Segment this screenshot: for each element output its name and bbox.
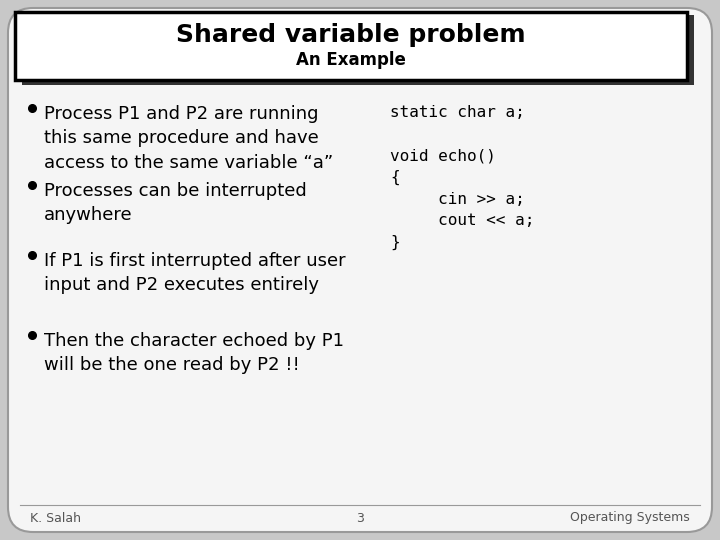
Text: Process P1 and P2 are running
this same procedure and have
access to the same va: Process P1 and P2 are running this same … (44, 105, 333, 172)
FancyBboxPatch shape (8, 8, 712, 532)
Text: Then the character echoed by P1
will be the one read by P2 !!: Then the character echoed by P1 will be … (44, 332, 344, 374)
Text: K. Salah: K. Salah (30, 511, 81, 524)
Text: Operating Systems: Operating Systems (570, 511, 690, 524)
Text: static char a;

void echo()
{
     cin >> a;
     cout << a;
}: static char a; void echo() { cin >> a; c… (390, 105, 534, 250)
Text: If P1 is first interrupted after user
input and P2 executes entirely: If P1 is first interrupted after user in… (44, 252, 346, 294)
Text: An Example: An Example (296, 51, 406, 69)
Text: Shared variable problem: Shared variable problem (176, 23, 526, 47)
Text: Processes can be interrupted
anywhere: Processes can be interrupted anywhere (44, 182, 307, 224)
FancyBboxPatch shape (15, 12, 687, 80)
Text: 3: 3 (356, 511, 364, 524)
FancyBboxPatch shape (22, 15, 694, 85)
